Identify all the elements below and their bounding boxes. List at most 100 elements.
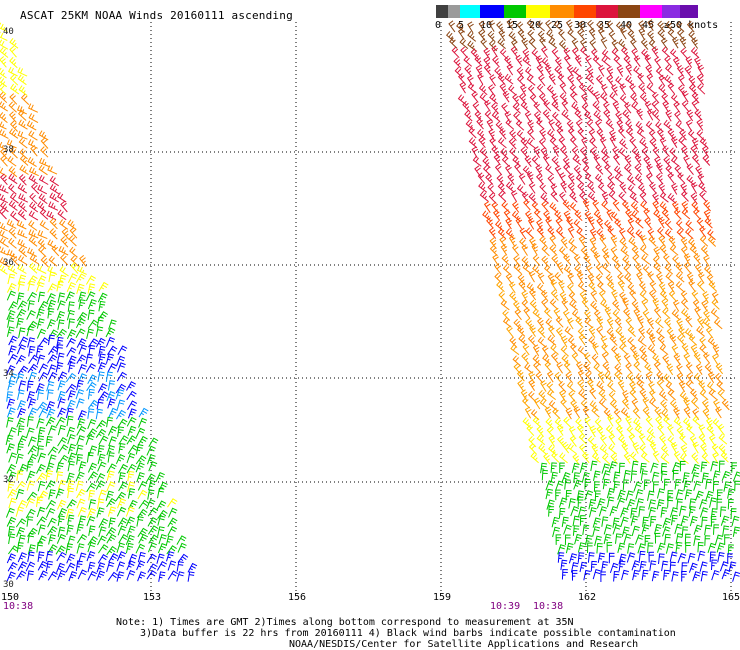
wind-barb [117,498,127,509]
wind-barb [70,262,79,274]
wind-barb [7,155,17,167]
wind-barb [116,371,127,382]
lon-label: 156 [288,592,307,603]
wind-barb [635,489,644,500]
wind-barb [615,326,624,339]
wind-barb [677,172,686,184]
wind-barb [571,352,580,364]
wind-barb [693,480,702,491]
wind-barb [631,560,641,571]
wind-barb [105,327,116,338]
wind-barb [502,317,512,328]
wind-barb [521,290,529,303]
wind-barb [524,110,532,123]
wind-barb [703,265,713,277]
wind-barb [47,165,58,175]
wind-barb [603,533,612,545]
wind-barb [695,363,703,375]
wind-barb [478,84,488,96]
wind-barb [58,245,69,256]
wind-barb [595,74,604,87]
wind-barb [537,326,546,338]
wind-barb [38,300,49,311]
wind-barb [57,569,67,581]
wind-barb [8,335,18,346]
wind-barb [49,217,58,230]
wind-barb [108,319,117,330]
wind-barb [664,533,671,545]
wind-barb [645,415,654,428]
wind-barb [708,280,717,292]
wind-barb [513,262,522,275]
wind-barb [577,345,587,357]
wind-barb [491,45,498,58]
wind-barb [86,428,98,438]
wind-barb [592,526,601,537]
wind-barb [606,317,614,330]
wind-barb [67,433,76,445]
wind-barb [621,442,629,454]
wind-barb [583,309,592,322]
wind-barb [0,112,8,123]
wind-barb [650,515,657,527]
wind-barb [619,335,627,348]
wind-barb [550,183,558,196]
wind-barb [732,471,740,482]
wind-barb [65,543,73,554]
wind-barb [578,333,586,346]
wind-barb [677,84,686,97]
wind-barb [601,516,609,527]
wind-barb [536,219,543,232]
wind-barb [548,444,557,456]
wind-barb [652,146,661,159]
wind-barb [9,74,19,86]
wind-barb [587,435,596,448]
wind-barb [37,389,44,400]
wind-barb [611,254,621,266]
wind-barb [601,351,609,364]
wind-barb [692,441,700,454]
wind-barb [561,568,568,580]
wind-barb [727,544,734,555]
wind-barb [107,345,118,356]
wind-barb [678,136,687,148]
wind-barb [656,128,665,141]
wind-barb [526,74,536,86]
wind-barb [559,145,568,158]
wind-barb [489,237,497,250]
wind-barb [648,499,657,510]
wind-barb [36,264,47,274]
wind-barb [585,264,593,277]
wind-barb [669,561,676,573]
wind-barb [691,137,699,150]
wind-barb [97,383,108,393]
wind-barb [705,326,714,339]
wind-barb [684,489,693,500]
wind-barb [574,109,583,121]
wind-barb [655,172,664,185]
wind-barb [8,345,17,356]
wind-barb [572,66,582,78]
wind-barb [581,298,590,310]
wind-barb [608,552,615,564]
wind-barb [613,153,621,166]
wind-barb [537,74,546,87]
wind-barb [618,343,628,355]
wind-barb [38,130,49,141]
wind-barb [627,29,636,42]
wind-barb [66,309,75,321]
wind-barb [654,406,662,419]
wind-barb [711,298,720,310]
wind-barb [28,166,39,177]
wind-barb [547,325,556,338]
wind-barb [585,55,592,67]
wind-barb [656,272,663,285]
wind-barb [563,361,572,373]
wind-barb [0,47,9,58]
wind-barb [37,426,46,438]
wind-barb [509,291,518,303]
wind-barb [719,561,729,572]
wind-barb [705,478,713,490]
wind-barb [626,425,635,437]
wind-barb [489,93,498,105]
